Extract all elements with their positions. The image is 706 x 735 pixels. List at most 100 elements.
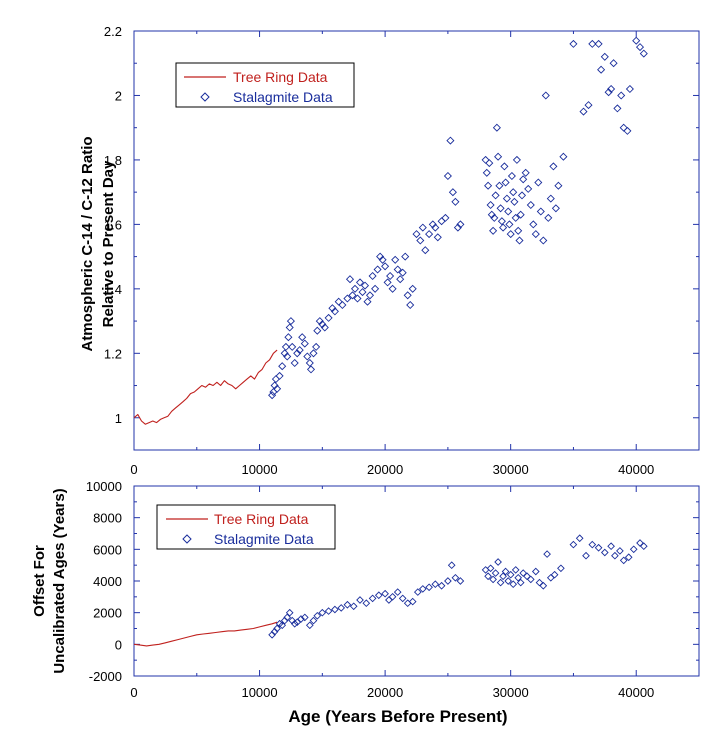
stalagmite-point: [501, 178, 510, 187]
stalagmite-point: [613, 104, 622, 113]
stalagmite-point: [546, 573, 555, 582]
x-tick-label: 20000: [367, 462, 403, 477]
stalagmite-point: [619, 123, 628, 132]
stalagmite-point: [517, 191, 527, 200]
y-tick-label: -2000: [89, 669, 122, 684]
stalagmite-point: [489, 575, 497, 584]
stalagmite-point: [487, 210, 496, 219]
stalagmite-point: [416, 236, 425, 245]
stalagmite-point: [504, 577, 513, 585]
y-tick-label: 1.2: [104, 346, 122, 361]
stalagmite-point: [401, 252, 410, 261]
stalagmite-point: [349, 602, 358, 611]
stalagmite-point: [635, 43, 645, 52]
stalagmite-point: [549, 162, 558, 171]
stalagmite-point: [444, 577, 452, 585]
stalagmite-point: [543, 550, 551, 558]
stalagmite-point: [490, 213, 499, 222]
stalagmite-point: [290, 358, 299, 368]
stalagmite-point: [362, 599, 371, 608]
x-tick-label: 10000: [241, 462, 277, 477]
stalagmite-point: [485, 159, 494, 168]
stalagmite-point: [625, 84, 634, 94]
stalagmite-point: [521, 168, 530, 177]
stalagmite-point: [597, 65, 606, 74]
stalagmite-point: [330, 307, 339, 316]
stalagmite-point: [535, 578, 544, 587]
y-axis-ticks: 1 1.2 1.4 1.6 1.8 2 2.2: [104, 24, 699, 426]
stalagmite-point: [539, 236, 548, 245]
stalagmite-point: [386, 271, 395, 281]
stalagmite-point: [569, 39, 578, 48]
stalagmite-point: [275, 371, 284, 380]
y-axis-title-line1: Offset For: [31, 545, 48, 617]
stalagmite-point: [383, 278, 392, 287]
stalagmite-point: [374, 591, 383, 600]
stalagmite-point: [381, 262, 390, 271]
stalagmite-point: [348, 291, 357, 300]
stalagmite-point: [609, 59, 618, 68]
stalagmite-point: [281, 342, 290, 351]
plot-frame: [133, 30, 700, 451]
age-offset-panel: -2000 0 2000 4000 6000 8000 10000 0 10000 20000 3…: [31, 479, 700, 726]
stalagmite-point: [494, 558, 502, 566]
stalagmite-point: [484, 181, 493, 190]
stalagmite-point: [519, 175, 528, 184]
stalagmite-point: [385, 596, 393, 604]
stalagmite-point: [594, 39, 603, 48]
stalagmite-point: [356, 596, 364, 604]
stalagmite-point: [425, 230, 434, 239]
stalagmite-point: [500, 162, 509, 171]
stalagmite-point: [629, 545, 638, 554]
stalagmite-point: [406, 300, 415, 310]
stalagmite-point: [600, 52, 609, 61]
stalagmite-point: [441, 213, 450, 222]
stalagmite-point: [509, 188, 518, 197]
stalagmite-point: [526, 200, 535, 210]
stalagmite-point: [619, 556, 628, 565]
stalagmite-point: [502, 194, 511, 203]
y-axis-title-line2: Relative to Present Day: [100, 160, 117, 327]
stalagmite-point: [623, 126, 632, 135]
stalagmite-point: [456, 220, 465, 229]
stalagmite-point: [557, 564, 565, 573]
stalagmite-point: [284, 333, 293, 342]
stalagmite-point: [368, 271, 377, 281]
stalagmite-point: [393, 588, 402, 596]
stalagmite-point: [278, 621, 287, 630]
stalagmite-point: [300, 339, 309, 348]
stalagmite-point: [588, 540, 597, 549]
stalagmite-point: [588, 39, 597, 48]
y-tick-label: 4000: [93, 574, 122, 589]
stalagmite-point: [616, 547, 624, 555]
x-tick-label: 30000: [493, 685, 529, 700]
stalagmite-point: [303, 352, 312, 361]
stalagmite-point: [408, 284, 417, 293]
stalagmite-point: [499, 223, 508, 232]
stalagmite-point: [360, 281, 370, 290]
stalagmite-point: [378, 255, 387, 264]
stalagmite-point: [273, 624, 281, 633]
stalagmite-point: [511, 566, 520, 574]
stalagmite-point: [278, 362, 287, 371]
stalagmite-point: [283, 613, 292, 622]
stalagmite-point: [505, 220, 514, 229]
stalagmite-point: [398, 594, 407, 603]
stalagmite-point: [373, 265, 382, 274]
stalagmite-point: [320, 323, 329, 332]
stalagmite-point: [300, 613, 309, 622]
y-tick-label: 2.2: [104, 24, 122, 39]
stalagmite-point: [491, 191, 500, 200]
stalagmite-point: [345, 275, 355, 284]
stalagmite-point: [343, 294, 352, 303]
stalagmite-point: [293, 349, 302, 358]
stalagmite-point: [298, 333, 307, 342]
stalagmite-point: [514, 573, 523, 582]
plot-series: [133, 36, 648, 425]
x-tick-label: 0: [130, 685, 137, 700]
stalagmite-point: [607, 84, 616, 94]
stalagmite-point: [403, 291, 412, 300]
stalagmite-point: [526, 575, 535, 584]
stalagmite-point: [453, 223, 462, 232]
stalagmite-point: [285, 323, 294, 332]
